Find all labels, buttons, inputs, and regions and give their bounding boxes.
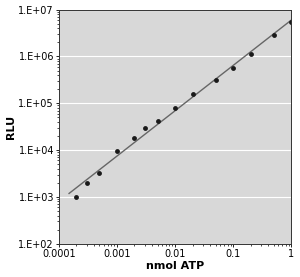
Point bbox=[248, 52, 253, 57]
Point bbox=[155, 119, 160, 123]
Point bbox=[289, 19, 294, 24]
Point bbox=[97, 171, 102, 176]
X-axis label: nmol ATP: nmol ATP bbox=[146, 261, 204, 271]
Point bbox=[84, 181, 89, 185]
Point bbox=[173, 106, 178, 110]
Point bbox=[213, 78, 218, 83]
Point bbox=[142, 125, 147, 130]
Point bbox=[190, 91, 195, 96]
Point bbox=[272, 33, 276, 38]
Y-axis label: RLU: RLU bbox=[6, 115, 16, 139]
Point bbox=[231, 66, 236, 70]
Point bbox=[115, 149, 119, 153]
Point bbox=[74, 195, 79, 199]
Point bbox=[132, 136, 137, 140]
